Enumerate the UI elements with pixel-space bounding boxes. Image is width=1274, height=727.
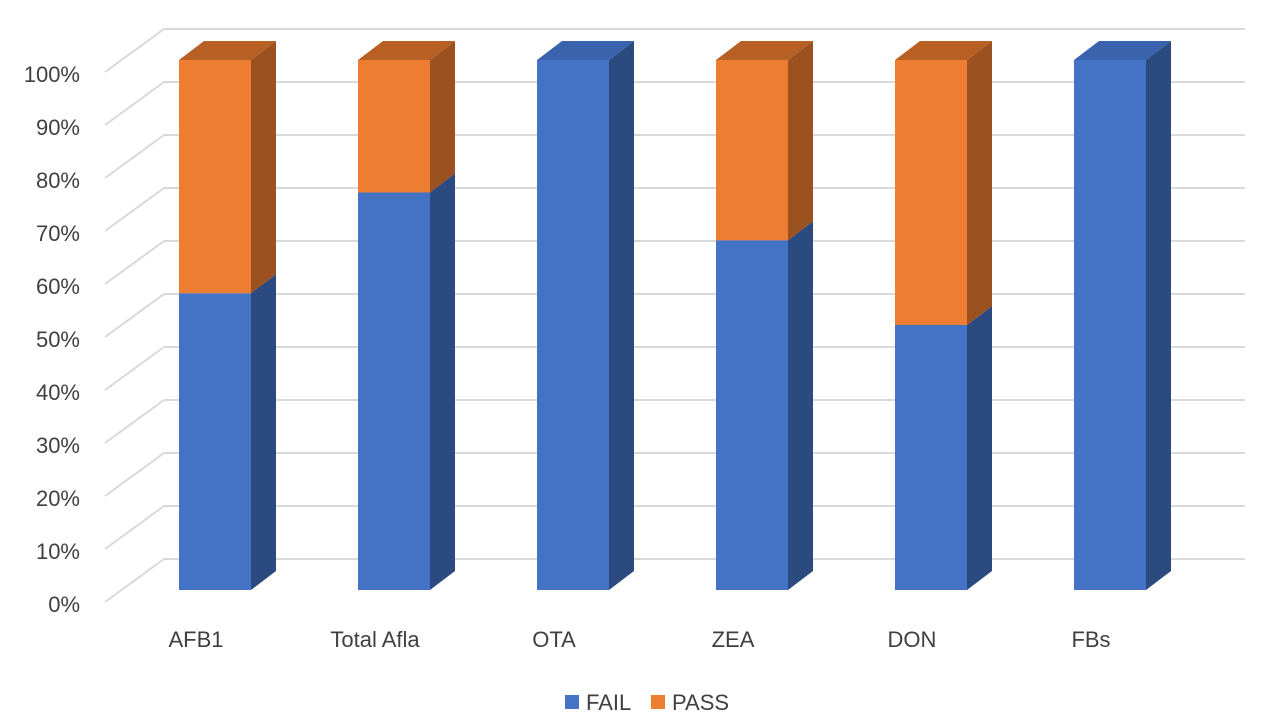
bar-fail-total-afla (358, 173, 455, 590)
bar-fail-total-afla-front (358, 192, 430, 590)
bar-fail-don-side (967, 306, 992, 590)
bar-fail-afb1 (179, 274, 276, 590)
y-axis-ticks: 0% 10% 20% 30% 40% 50% 60% 70% 80% 90% 100% (24, 62, 80, 617)
gridline-diagonal (104, 28, 165, 73)
gridline-diagonal (104, 240, 165, 285)
x-category-label: DON (888, 627, 937, 652)
bar-pass-don (895, 41, 992, 325)
legend-label-fail: FAIL (586, 690, 631, 715)
bar-pass-total-afla (358, 41, 455, 193)
bar-fail-ota-side (609, 41, 634, 590)
x-axis-labels: AFB1 Total Afla OTA ZEA DON FBs (168, 627, 1110, 652)
y-tick-label: 70% (36, 221, 80, 246)
legend-label-pass: PASS (672, 690, 729, 715)
x-category-label: AFB1 (168, 627, 223, 652)
legend-swatch-pass (651, 695, 665, 709)
bar-pass-afb1-side (251, 41, 276, 294)
bar-fail-ota-front (537, 60, 609, 590)
gridline-diagonal (104, 134, 165, 179)
bar-fail-afb1-side (251, 274, 276, 590)
bar-pass-don-top (895, 41, 992, 60)
bar-fail-fbs-side (1146, 41, 1171, 590)
gridline-diagonal (104, 346, 165, 391)
bars (179, 41, 1171, 590)
bar-fail-fbs-front (1074, 60, 1146, 590)
bar-pass-afb1-front (179, 60, 251, 294)
bar-pass-zea-side (788, 41, 813, 241)
bar-fail-total-afla-side (430, 173, 455, 590)
y-tick-label: 60% (36, 274, 80, 299)
bar-fail-ota-top (537, 41, 634, 60)
x-category-label: Total Afla (330, 627, 420, 652)
x-category-label: ZEA (712, 627, 755, 652)
bar-pass-afb1 (179, 41, 276, 294)
bar-pass-zea-top (716, 41, 813, 60)
gridline-diagonal (104, 187, 165, 232)
gridline-diagonal (104, 558, 165, 603)
x-category-label: OTA (532, 627, 576, 652)
y-tick-label: 50% (36, 327, 80, 352)
bar-fail-don-front (895, 325, 967, 590)
y-tick-label: 40% (36, 380, 80, 405)
y-tick-label: 10% (36, 539, 80, 564)
bar-pass-total-afla-front (358, 60, 430, 193)
bar-pass-zea (716, 41, 813, 241)
bar-fail-zea (716, 221, 813, 590)
bar-pass-don-front (895, 60, 967, 325)
gridline-diagonal (104, 293, 165, 338)
bar-fail-zea-front (716, 240, 788, 590)
bar-fail-don (895, 306, 992, 590)
bar-pass-afb1-top (179, 41, 276, 60)
bar-fail-ota (537, 41, 634, 590)
bar-fail-afb1-front (179, 293, 251, 590)
y-tick-label: 0% (48, 592, 80, 617)
bar-fail-zea-side (788, 221, 813, 590)
y-tick-label: 20% (36, 486, 80, 511)
bar-pass-total-afla-side (430, 41, 455, 193)
gridline-diagonal (104, 452, 165, 497)
bar-pass-total-afla-top (358, 41, 455, 60)
bar-pass-zea-front (716, 60, 788, 241)
y-tick-label: 30% (36, 433, 80, 458)
bar-fail-fbs-top (1074, 41, 1171, 60)
gridline-diagonal (104, 399, 165, 444)
legend: FAIL PASS (565, 690, 729, 715)
y-tick-label: 90% (36, 115, 80, 140)
gridline-diagonal (104, 505, 165, 550)
y-tick-label: 100% (24, 62, 80, 87)
bar-fail-fbs (1074, 41, 1171, 590)
y-tick-label: 80% (36, 168, 80, 193)
legend-swatch-fail (565, 695, 579, 709)
bar-pass-don-side (967, 41, 992, 325)
gridline-diagonal (104, 81, 165, 126)
x-category-label: FBs (1071, 627, 1110, 652)
gridlines (104, 28, 1245, 603)
